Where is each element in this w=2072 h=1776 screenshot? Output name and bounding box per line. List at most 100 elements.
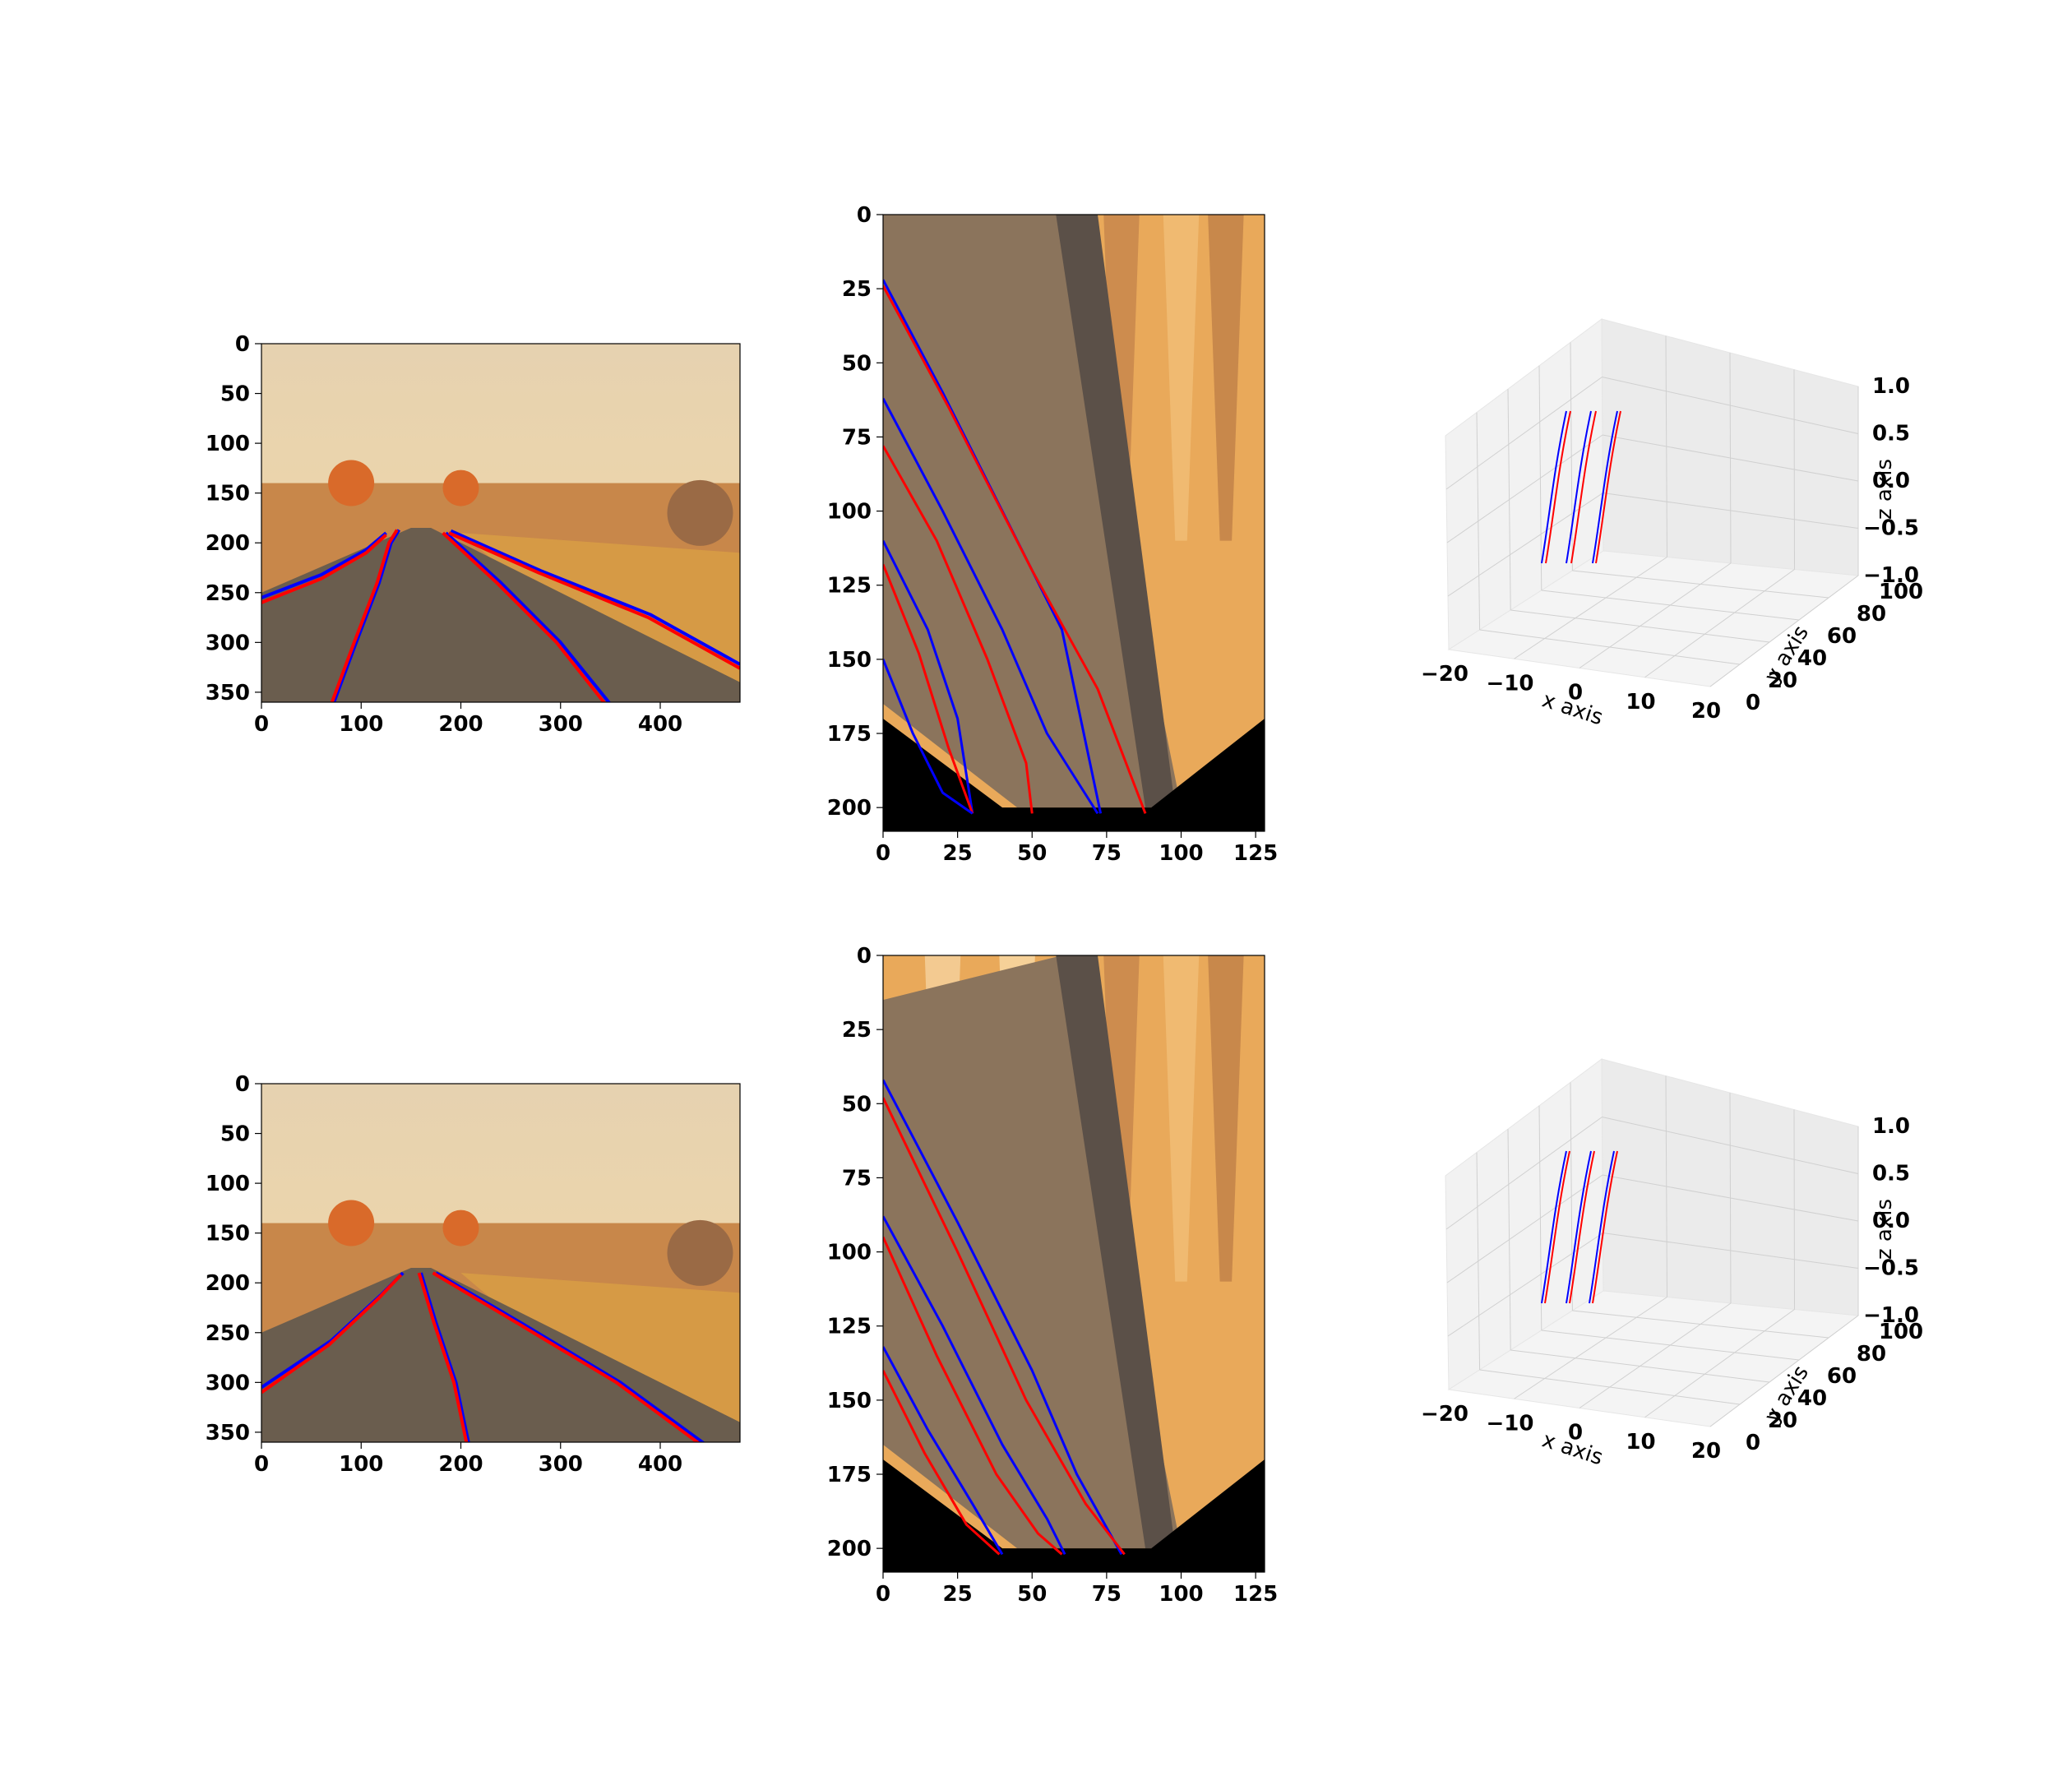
x-tick-label: 20 bbox=[1691, 1439, 1721, 1464]
grid-line bbox=[1541, 590, 1800, 621]
z-tick-label: −1.0 bbox=[1863, 1303, 1919, 1328]
curb-warp bbox=[1056, 955, 1176, 1549]
grid-line bbox=[1445, 1117, 1603, 1230]
lane-3d-line bbox=[1544, 1150, 1570, 1304]
x-tick-label: 25 bbox=[943, 841, 973, 866]
x-tick-label: 100 bbox=[1159, 841, 1203, 866]
y-tick-label: 350 bbox=[206, 681, 250, 705]
y-tick-label: 50 bbox=[220, 382, 250, 407]
y-tick-label: 60 bbox=[1827, 624, 1857, 649]
x-tick-label: 50 bbox=[1017, 841, 1047, 866]
lane-line bbox=[883, 1370, 1001, 1556]
grid-line bbox=[1445, 377, 1603, 490]
warp-ray bbox=[1208, 955, 1244, 1282]
x-tick-label: 20 bbox=[1691, 699, 1721, 724]
grid-line bbox=[1572, 570, 1829, 599]
lane-3d-line bbox=[1566, 1150, 1592, 1304]
curb-warp bbox=[1056, 215, 1176, 808]
row2-camera-photo bbox=[261, 1084, 740, 1442]
x-tick-label: 100 bbox=[339, 712, 383, 737]
y-tick-label: 50 bbox=[842, 1092, 872, 1117]
lane-3d-line bbox=[1595, 410, 1621, 564]
y-tick-label: 100 bbox=[827, 500, 872, 525]
y-tick-label: 40 bbox=[1797, 1386, 1827, 1411]
x-tick-label: 10 bbox=[1626, 1430, 1655, 1455]
x-tick-label: 300 bbox=[539, 712, 583, 737]
y-tick-label: 0 bbox=[235, 1072, 250, 1097]
grid-line bbox=[1479, 1369, 1741, 1405]
z-tick-label: −1.0 bbox=[1863, 563, 1919, 588]
grid-line bbox=[1514, 557, 1667, 659]
road-warp bbox=[883, 215, 1182, 808]
y-tick-label: 40 bbox=[1797, 646, 1827, 671]
row2-camera-panel: 0 100 200 300 400 0 50 100 150 200 250 300 350 bbox=[206, 1072, 741, 1477]
x-tick-label: 0 bbox=[254, 712, 269, 737]
y-tick-label: 25 bbox=[842, 277, 872, 302]
tree bbox=[667, 479, 733, 546]
grid-line bbox=[1603, 493, 1859, 529]
lane-line bbox=[883, 539, 974, 814]
lane-line bbox=[432, 1271, 701, 1442]
y-tick-label: 250 bbox=[206, 581, 250, 606]
lane-line bbox=[261, 1274, 403, 1394]
y-tick-label: 25 bbox=[842, 1018, 872, 1043]
grid-line bbox=[1446, 434, 1603, 543]
grid-line bbox=[1541, 1330, 1800, 1361]
lane-3d-line bbox=[1541, 1150, 1567, 1304]
x-tick-label: 75 bbox=[1092, 841, 1122, 866]
y-tick-label: 80 bbox=[1857, 1342, 1886, 1367]
y-tick-label: 60 bbox=[1827, 1364, 1857, 1389]
x-tick-label: 300 bbox=[539, 1452, 583, 1477]
grid-line bbox=[1602, 434, 1859, 482]
z-tick-label: 0.5 bbox=[1872, 422, 1910, 446]
x-tick-label: 75 bbox=[1092, 1582, 1122, 1607]
lane-3d-line bbox=[1569, 1150, 1595, 1304]
x-tick-label: 0 bbox=[876, 841, 890, 866]
y-tick-label: 125 bbox=[827, 574, 872, 599]
y-tick-label: 350 bbox=[206, 1421, 250, 1445]
lane-line bbox=[332, 529, 401, 702]
grid-line bbox=[1514, 1297, 1667, 1399]
row2-birdseye-panel: 0 25 50 75 100 125 0 25 50 75 100 125 150 175 200 bbox=[827, 944, 1279, 1607]
axes-frame bbox=[882, 214, 1265, 832]
y-tick-label: 75 bbox=[842, 1166, 872, 1191]
y-tick-label: 80 bbox=[1857, 602, 1886, 627]
x-tick-label: 10 bbox=[1626, 690, 1655, 715]
x-tick-label: 200 bbox=[438, 1452, 483, 1477]
axes-frame bbox=[882, 955, 1265, 1573]
tree bbox=[442, 1209, 479, 1246]
black-mask bbox=[883, 718, 1265, 831]
warp-ray bbox=[1163, 955, 1200, 1282]
lane-line bbox=[448, 531, 740, 670]
lane-3d-line bbox=[1545, 410, 1571, 564]
z-tick-label: −0.5 bbox=[1863, 516, 1919, 541]
y-tick-label: 150 bbox=[827, 648, 872, 673]
x-tick-label: −10 bbox=[1487, 1411, 1534, 1436]
tree bbox=[328, 460, 375, 506]
row2-birdseye-photo bbox=[883, 955, 1265, 1572]
y-tick-label: 175 bbox=[827, 722, 872, 747]
y-tick-label: 100 bbox=[827, 1241, 872, 1265]
axes-frame bbox=[261, 343, 741, 703]
y-tick-label: 100 bbox=[1879, 1320, 1923, 1344]
lane-line bbox=[883, 1079, 1123, 1556]
grid-line bbox=[1447, 493, 1603, 597]
grid-line bbox=[1579, 562, 1732, 668]
grid-line bbox=[1709, 1315, 1859, 1427]
lane-line bbox=[883, 1215, 1066, 1556]
grid-line bbox=[1644, 569, 1795, 678]
lane-3d-line bbox=[1592, 1150, 1618, 1304]
lane-3d-line bbox=[1570, 410, 1597, 564]
y-tick-label: 0 bbox=[1746, 691, 1760, 715]
row1-camera-panel: 0 100 200 300 400 0 50 100 150 200 250 300 350 bbox=[206, 332, 741, 737]
y-tick-label: 300 bbox=[206, 1371, 250, 1395]
lane-3d-line bbox=[1592, 410, 1618, 564]
y-tick-label: 200 bbox=[206, 531, 250, 556]
tree bbox=[667, 1219, 733, 1286]
warp-ray bbox=[1163, 215, 1200, 541]
x-tick-label: 50 bbox=[1017, 1582, 1047, 1607]
grid-line bbox=[1709, 575, 1859, 687]
y-tick-label: 125 bbox=[827, 1315, 872, 1339]
